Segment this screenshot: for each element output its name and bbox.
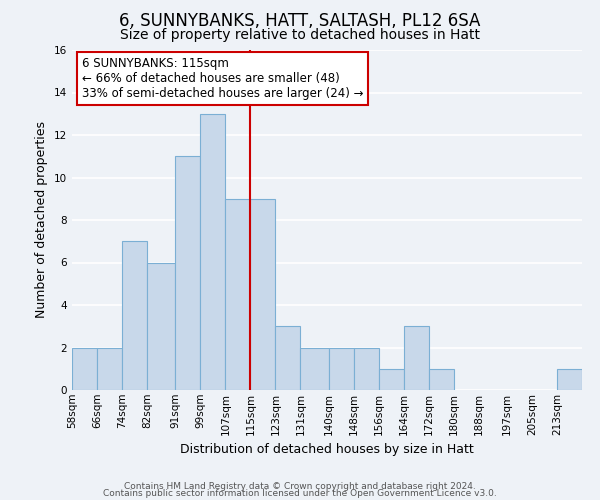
Bar bbox=[250, 198, 275, 390]
Text: Contains HM Land Registry data © Crown copyright and database right 2024.: Contains HM Land Registry data © Crown c… bbox=[124, 482, 476, 491]
Text: Contains public sector information licensed under the Open Government Licence v3: Contains public sector information licen… bbox=[103, 489, 497, 498]
Text: 6, SUNNYBANKS, HATT, SALTASH, PL12 6SA: 6, SUNNYBANKS, HATT, SALTASH, PL12 6SA bbox=[119, 12, 481, 30]
Bar bbox=[226, 198, 250, 390]
Bar bbox=[428, 369, 454, 390]
Bar bbox=[557, 369, 582, 390]
Bar bbox=[122, 242, 147, 390]
Bar bbox=[329, 348, 353, 390]
Bar bbox=[353, 348, 379, 390]
Bar bbox=[404, 326, 428, 390]
X-axis label: Distribution of detached houses by size in Hatt: Distribution of detached houses by size … bbox=[180, 443, 474, 456]
Bar bbox=[275, 326, 301, 390]
Text: 6 SUNNYBANKS: 115sqm
← 66% of detached houses are smaller (48)
33% of semi-detac: 6 SUNNYBANKS: 115sqm ← 66% of detached h… bbox=[82, 57, 364, 100]
Text: Size of property relative to detached houses in Hatt: Size of property relative to detached ho… bbox=[120, 28, 480, 42]
Bar bbox=[175, 156, 200, 390]
Y-axis label: Number of detached properties: Number of detached properties bbox=[35, 122, 49, 318]
Bar bbox=[147, 262, 175, 390]
Bar bbox=[72, 348, 97, 390]
Bar bbox=[379, 369, 404, 390]
Bar bbox=[301, 348, 329, 390]
Bar bbox=[97, 348, 122, 390]
Bar bbox=[200, 114, 226, 390]
